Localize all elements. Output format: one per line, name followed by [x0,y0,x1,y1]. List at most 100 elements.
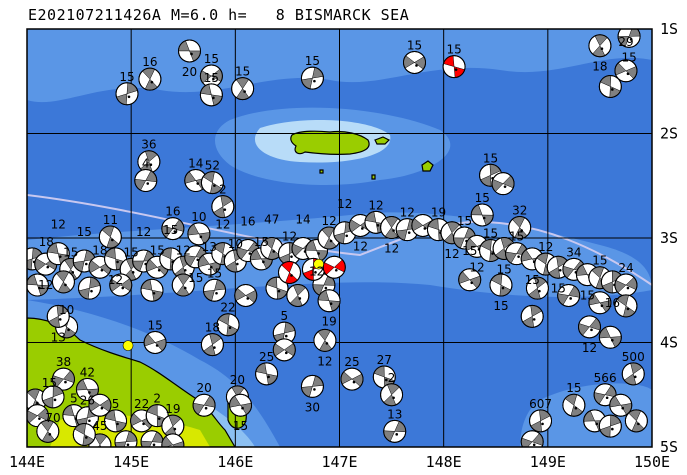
beachball[interactable] [114,430,138,453]
beachball[interactable] [41,385,65,409]
depth-label: 47 [264,212,279,226]
map-title: E202107211426A M=6.0 h= 8 BISMARCK SEA [28,6,410,24]
beachball[interactable] [470,203,494,227]
beachball[interactable] [317,289,341,313]
target-event-beachball[interactable] [442,55,466,79]
beachball[interactable] [231,77,255,101]
beachball[interactable] [171,273,195,297]
beachball[interactable] [51,367,75,391]
lon-tick-label: 145E [113,453,149,471]
beachball[interactable] [26,273,49,297]
beachball[interactable] [134,169,158,193]
beachball[interactable] [187,222,211,246]
beachball[interactable] [140,430,164,453]
depth-label: 10 [228,237,243,251]
beachball[interactable] [300,374,324,398]
beachball[interactable] [161,433,185,456]
beachball[interactable] [255,362,279,386]
beachball[interactable] [614,59,638,83]
depth-label: 19 [321,315,336,329]
depth-label: 15 [119,70,134,84]
beachball[interactable] [272,338,296,362]
beachball[interactable] [203,278,226,302]
beachball[interactable] [403,50,426,74]
beachball[interactable] [46,304,70,328]
beachball[interactable] [588,34,612,58]
depth-label: 5 [70,392,78,406]
depth-label: 25 [344,355,359,369]
beachball[interactable] [104,409,128,433]
beachball[interactable] [161,217,185,241]
depth-label: 27 [377,353,392,367]
beachball[interactable] [98,225,122,249]
beachball[interactable] [383,419,407,443]
beachball[interactable] [72,249,96,273]
beachball[interactable] [51,270,75,294]
beachball[interactable] [229,393,253,417]
beachball[interactable] [130,409,154,433]
beachball[interactable] [621,362,645,386]
beachball[interactable] [598,414,622,438]
beachball[interactable] [557,283,581,307]
depth-label: 15 [483,227,498,241]
beachball[interactable] [78,276,101,300]
beachball[interactable] [614,273,638,297]
beachball[interactable] [458,268,482,292]
beachball[interactable] [588,291,612,315]
beachball[interactable] [508,216,532,240]
depth-label: 5 [280,309,288,323]
beachball[interactable] [260,236,284,260]
beachball[interactable] [598,325,622,349]
beachball[interactable] [200,333,224,357]
beachball[interactable] [192,393,216,417]
target-event-beachball[interactable] [322,255,346,279]
depth-label: 22 [220,301,235,315]
beachball[interactable] [109,273,133,297]
beachball[interactable] [520,430,544,453]
beachball[interactable] [578,315,601,339]
depth-label: 70 [45,411,60,425]
beachball[interactable] [72,422,96,446]
beachball[interactable] [300,66,324,90]
beachball[interactable] [143,331,167,354]
beachball[interactable] [609,393,633,417]
beachball[interactable] [115,82,139,106]
beachball[interactable] [380,383,404,407]
beachball[interactable] [614,294,638,318]
beachball[interactable] [598,74,622,98]
beachball[interactable] [145,404,169,428]
beachball[interactable] [489,273,513,297]
beachball[interactable] [372,365,396,389]
beachball[interactable] [46,242,70,266]
depth-label: 15 [580,289,595,303]
beachball[interactable] [36,419,60,443]
beachball[interactable] [340,367,364,391]
beachball[interactable] [140,278,164,302]
beachball[interactable] [624,409,648,433]
beachball[interactable] [617,25,641,48]
beachball[interactable] [491,172,515,196]
beachball[interactable] [216,313,240,337]
beachball[interactable] [234,283,258,307]
beachball[interactable] [529,409,553,433]
depth-label: 12 [469,260,484,274]
beachball[interactable] [199,83,223,107]
beachball[interactable] [562,393,586,417]
beachball[interactable] [200,171,224,195]
beachball[interactable] [313,328,337,352]
target-event-beachball[interactable] [278,260,301,284]
beachball[interactable] [525,276,549,300]
beachball[interactable] [178,39,201,63]
beachball[interactable] [440,221,464,245]
beachball[interactable] [265,276,289,300]
beachball[interactable] [138,67,162,91]
beachball[interactable] [211,195,235,219]
depth-label: 15 [493,299,508,313]
lon-tick-label: 149E [530,453,566,471]
depth-label: 15 [525,273,540,287]
depth-label: 32 [512,204,527,218]
depth-label: 10 [59,303,74,317]
beachball[interactable] [286,283,310,307]
beachball[interactable] [88,393,112,417]
beachball[interactable] [520,304,544,328]
